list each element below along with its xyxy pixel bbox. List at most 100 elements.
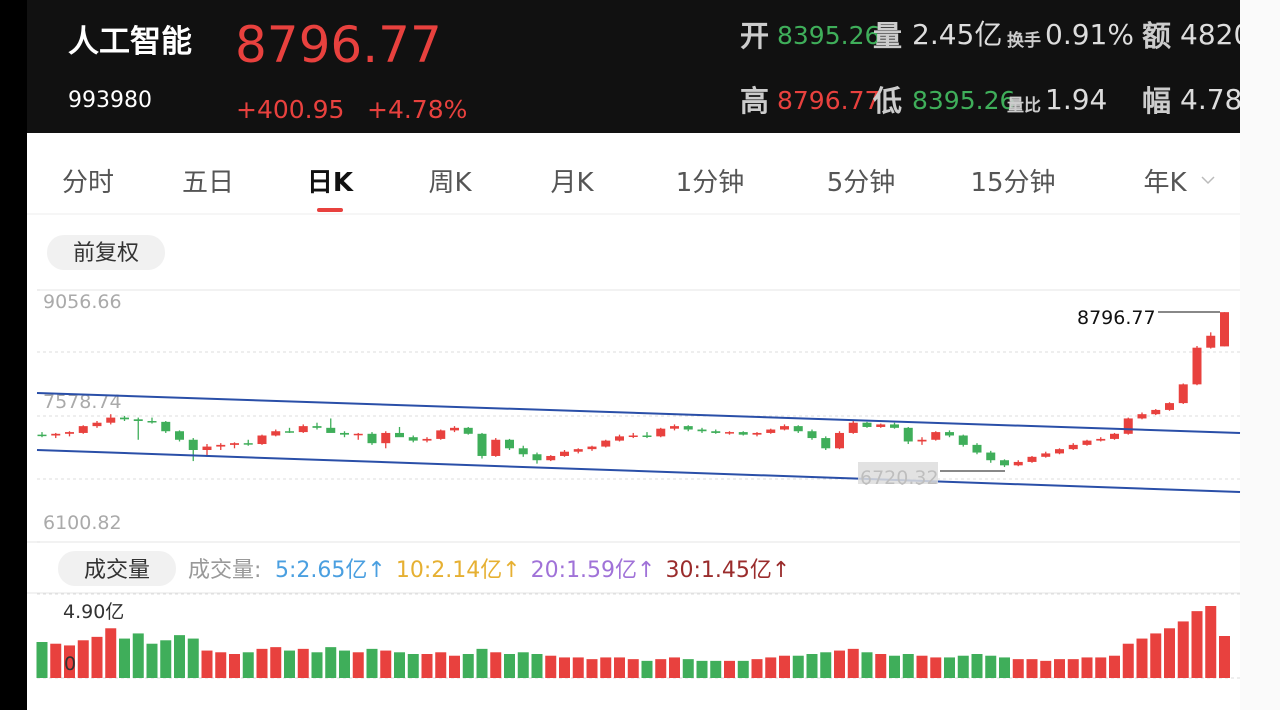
ma-legend: 10:2.14亿↑	[396, 558, 521, 583]
stat-label: 低	[872, 84, 902, 118]
volume-button[interactable]	[58, 551, 176, 586]
candle-body	[903, 427, 913, 442]
volume-bar	[1219, 636, 1230, 678]
volume-bar	[462, 654, 474, 678]
volume-bar	[407, 654, 419, 678]
candle-body	[175, 431, 184, 440]
candle-body	[408, 437, 418, 441]
adjust-button[interactable]	[47, 235, 165, 270]
tab[interactable]: 周K	[428, 168, 472, 198]
candle-body	[1192, 347, 1202, 385]
y-tick-label: 6100.82	[43, 512, 122, 534]
volume-bar	[187, 638, 199, 678]
candle-body	[780, 426, 789, 430]
volume-bar	[132, 633, 144, 678]
price-change: +400.95	[236, 95, 344, 124]
volume-bar	[999, 657, 1010, 678]
candle-body	[573, 449, 583, 452]
volume-legend: 5:2.65亿↑ 10:2.14亿↑ 20:1.59亿↑ 30:1.45亿↑	[275, 558, 790, 583]
volume-bar	[394, 652, 405, 678]
candle-body	[1110, 433, 1119, 439]
tab[interactable]: 月K	[550, 168, 594, 198]
stock-code: 993980	[68, 88, 152, 113]
stat-label: 量比	[1007, 95, 1041, 116]
tab[interactable]: 年K	[1143, 168, 1187, 198]
volume-bars: 0 4.90亿	[36, 593, 1240, 679]
candle-body	[1082, 440, 1092, 445]
tab[interactable]: 15分钟	[970, 168, 1055, 198]
volume-bar	[710, 660, 722, 678]
stat-value: 4.78%	[1180, 83, 1269, 116]
volume-bar	[366, 648, 378, 678]
candle-body	[491, 439, 501, 456]
stat-label: 换手	[1007, 30, 1041, 51]
min-label-blur	[858, 462, 938, 484]
candle-body	[436, 430, 446, 439]
candle-body	[628, 435, 638, 438]
volume-bar	[352, 652, 364, 678]
candle-body	[1000, 460, 1009, 466]
candle-body	[945, 432, 954, 436]
volume-bar	[36, 642, 48, 678]
volume-bar	[325, 647, 337, 678]
candle-body	[65, 432, 74, 434]
candles: 9056.66 7578.74 6100.82	[37, 289, 1240, 543]
candle-body	[285, 431, 294, 433]
volume-bar	[669, 657, 680, 678]
volume-bar	[627, 659, 639, 678]
stat-value: 1.94	[1045, 83, 1107, 116]
volume-bar	[724, 660, 735, 678]
candle-body	[505, 439, 514, 449]
content	[27, 133, 1240, 710]
volume-bar	[889, 655, 900, 678]
candle-body	[890, 424, 899, 428]
volume-bar	[916, 655, 928, 678]
volume-bar	[1191, 611, 1203, 678]
candle-body	[1041, 453, 1051, 457]
candle-body	[697, 429, 707, 432]
volume-bar	[270, 647, 282, 678]
stat-value: 8796.77	[777, 86, 880, 115]
candle-body	[340, 432, 349, 435]
volume-legend-label: 成交量:	[188, 558, 261, 583]
candle-body	[450, 427, 459, 431]
volume-bar	[614, 657, 625, 678]
tab[interactable]: 1分钟	[676, 168, 745, 198]
candle-body	[422, 438, 432, 441]
ma-legend: 30:1.45亿↑	[665, 558, 790, 583]
volume-bar	[1095, 657, 1107, 678]
candle-body	[1013, 461, 1023, 466]
tab[interactable]: 5分钟	[827, 168, 896, 198]
volume-bar	[435, 652, 447, 678]
tab[interactable]: 五日	[182, 168, 234, 198]
volume-bar	[834, 650, 845, 678]
candle-body	[37, 434, 47, 437]
candle-body	[807, 431, 817, 439]
volume-bar	[586, 659, 598, 678]
candle-body	[1165, 403, 1174, 410]
volume-bar	[1067, 659, 1079, 678]
channel-lower	[36, 449, 1241, 493]
candle-body	[738, 432, 748, 435]
tab[interactable]: 分时	[62, 168, 114, 198]
volume-bar	[256, 648, 268, 678]
candle-body	[917, 439, 927, 442]
candle-body	[477, 433, 487, 456]
candle-body	[147, 421, 157, 423]
volume-bar	[641, 660, 653, 678]
volume-bar	[971, 654, 983, 678]
stat-label: 高	[740, 84, 769, 118]
tab[interactable]: 日K	[307, 168, 354, 198]
y-tick-label: 9056.66	[43, 291, 122, 313]
volume-bar	[1136, 638, 1148, 678]
candle-body	[766, 429, 776, 433]
tab-underline	[317, 208, 343, 212]
candle-body	[1151, 409, 1161, 415]
volume-bar	[545, 655, 557, 678]
tab-chevron[interactable]	[1201, 176, 1215, 185]
candle-body	[835, 432, 844, 449]
volume-bar	[1012, 659, 1024, 678]
stat-label: 幅	[1142, 84, 1171, 118]
